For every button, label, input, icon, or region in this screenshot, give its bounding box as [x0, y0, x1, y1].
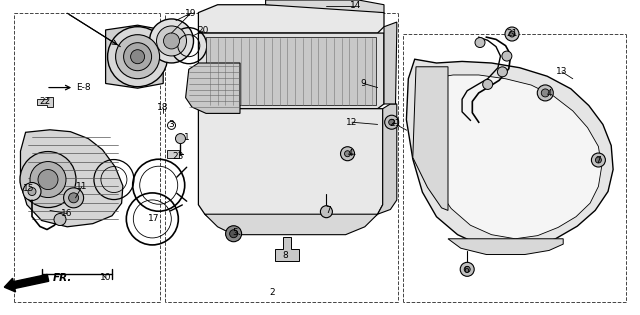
Circle shape: [175, 134, 186, 144]
Text: 12: 12: [346, 118, 358, 127]
Circle shape: [388, 119, 395, 125]
Circle shape: [131, 50, 145, 64]
Text: 13: 13: [556, 67, 568, 76]
Text: 1: 1: [184, 134, 189, 142]
Polygon shape: [384, 22, 397, 104]
Polygon shape: [275, 237, 299, 261]
Text: 4: 4: [348, 149, 353, 158]
Circle shape: [63, 188, 84, 208]
Text: E-8: E-8: [76, 83, 91, 92]
Circle shape: [230, 230, 237, 238]
Circle shape: [20, 152, 76, 208]
Text: 11: 11: [76, 182, 88, 191]
Polygon shape: [20, 130, 123, 227]
Circle shape: [460, 262, 474, 276]
Text: 16: 16: [61, 209, 73, 218]
Polygon shape: [106, 25, 163, 88]
Circle shape: [54, 214, 66, 226]
Circle shape: [497, 67, 508, 77]
Text: 18: 18: [157, 103, 169, 112]
Circle shape: [226, 226, 242, 242]
Text: 19: 19: [185, 9, 196, 18]
Circle shape: [505, 27, 519, 41]
Polygon shape: [448, 239, 563, 255]
Polygon shape: [406, 59, 613, 249]
Text: 14: 14: [349, 1, 361, 10]
Polygon shape: [186, 63, 240, 113]
Circle shape: [340, 147, 355, 161]
Circle shape: [30, 162, 66, 198]
Circle shape: [116, 35, 159, 79]
Polygon shape: [198, 109, 383, 230]
Polygon shape: [206, 37, 376, 105]
Circle shape: [591, 153, 605, 167]
Polygon shape: [167, 150, 179, 158]
Text: 22: 22: [39, 97, 51, 106]
Text: 6: 6: [463, 266, 468, 275]
Text: 20: 20: [198, 26, 209, 35]
Text: 17: 17: [148, 215, 159, 223]
Text: FR.: FR.: [53, 273, 72, 283]
Text: 7: 7: [325, 206, 330, 215]
Text: 3: 3: [169, 120, 174, 129]
Text: 7: 7: [596, 156, 601, 165]
Text: 10: 10: [100, 273, 111, 282]
Circle shape: [164, 33, 179, 49]
Circle shape: [321, 206, 332, 218]
Circle shape: [38, 169, 58, 190]
Circle shape: [538, 85, 553, 101]
Polygon shape: [198, 33, 384, 109]
Circle shape: [344, 151, 351, 157]
Circle shape: [150, 19, 193, 63]
Polygon shape: [419, 72, 602, 239]
Circle shape: [502, 51, 512, 61]
Circle shape: [23, 182, 41, 201]
Polygon shape: [37, 97, 53, 107]
Circle shape: [68, 193, 79, 203]
Circle shape: [157, 26, 186, 56]
Text: 8: 8: [282, 251, 287, 260]
Text: 15: 15: [23, 184, 35, 193]
FancyArrow shape: [4, 274, 49, 292]
Text: 4: 4: [547, 89, 552, 98]
Circle shape: [541, 89, 549, 97]
Circle shape: [385, 115, 399, 129]
Circle shape: [509, 31, 515, 37]
Polygon shape: [205, 214, 378, 235]
Text: 5: 5: [233, 228, 238, 237]
Polygon shape: [266, 0, 384, 13]
Text: 23: 23: [172, 152, 184, 161]
Circle shape: [108, 27, 168, 87]
Text: 21: 21: [390, 119, 401, 128]
Polygon shape: [378, 104, 397, 214]
Circle shape: [124, 43, 152, 71]
Circle shape: [595, 157, 602, 163]
Polygon shape: [413, 67, 448, 210]
Circle shape: [28, 187, 36, 196]
Text: 9: 9: [361, 79, 366, 88]
Text: 2: 2: [269, 288, 275, 297]
Polygon shape: [198, 5, 384, 33]
Circle shape: [475, 37, 485, 48]
Circle shape: [483, 79, 493, 89]
Text: 21: 21: [506, 29, 518, 37]
Circle shape: [464, 266, 470, 272]
